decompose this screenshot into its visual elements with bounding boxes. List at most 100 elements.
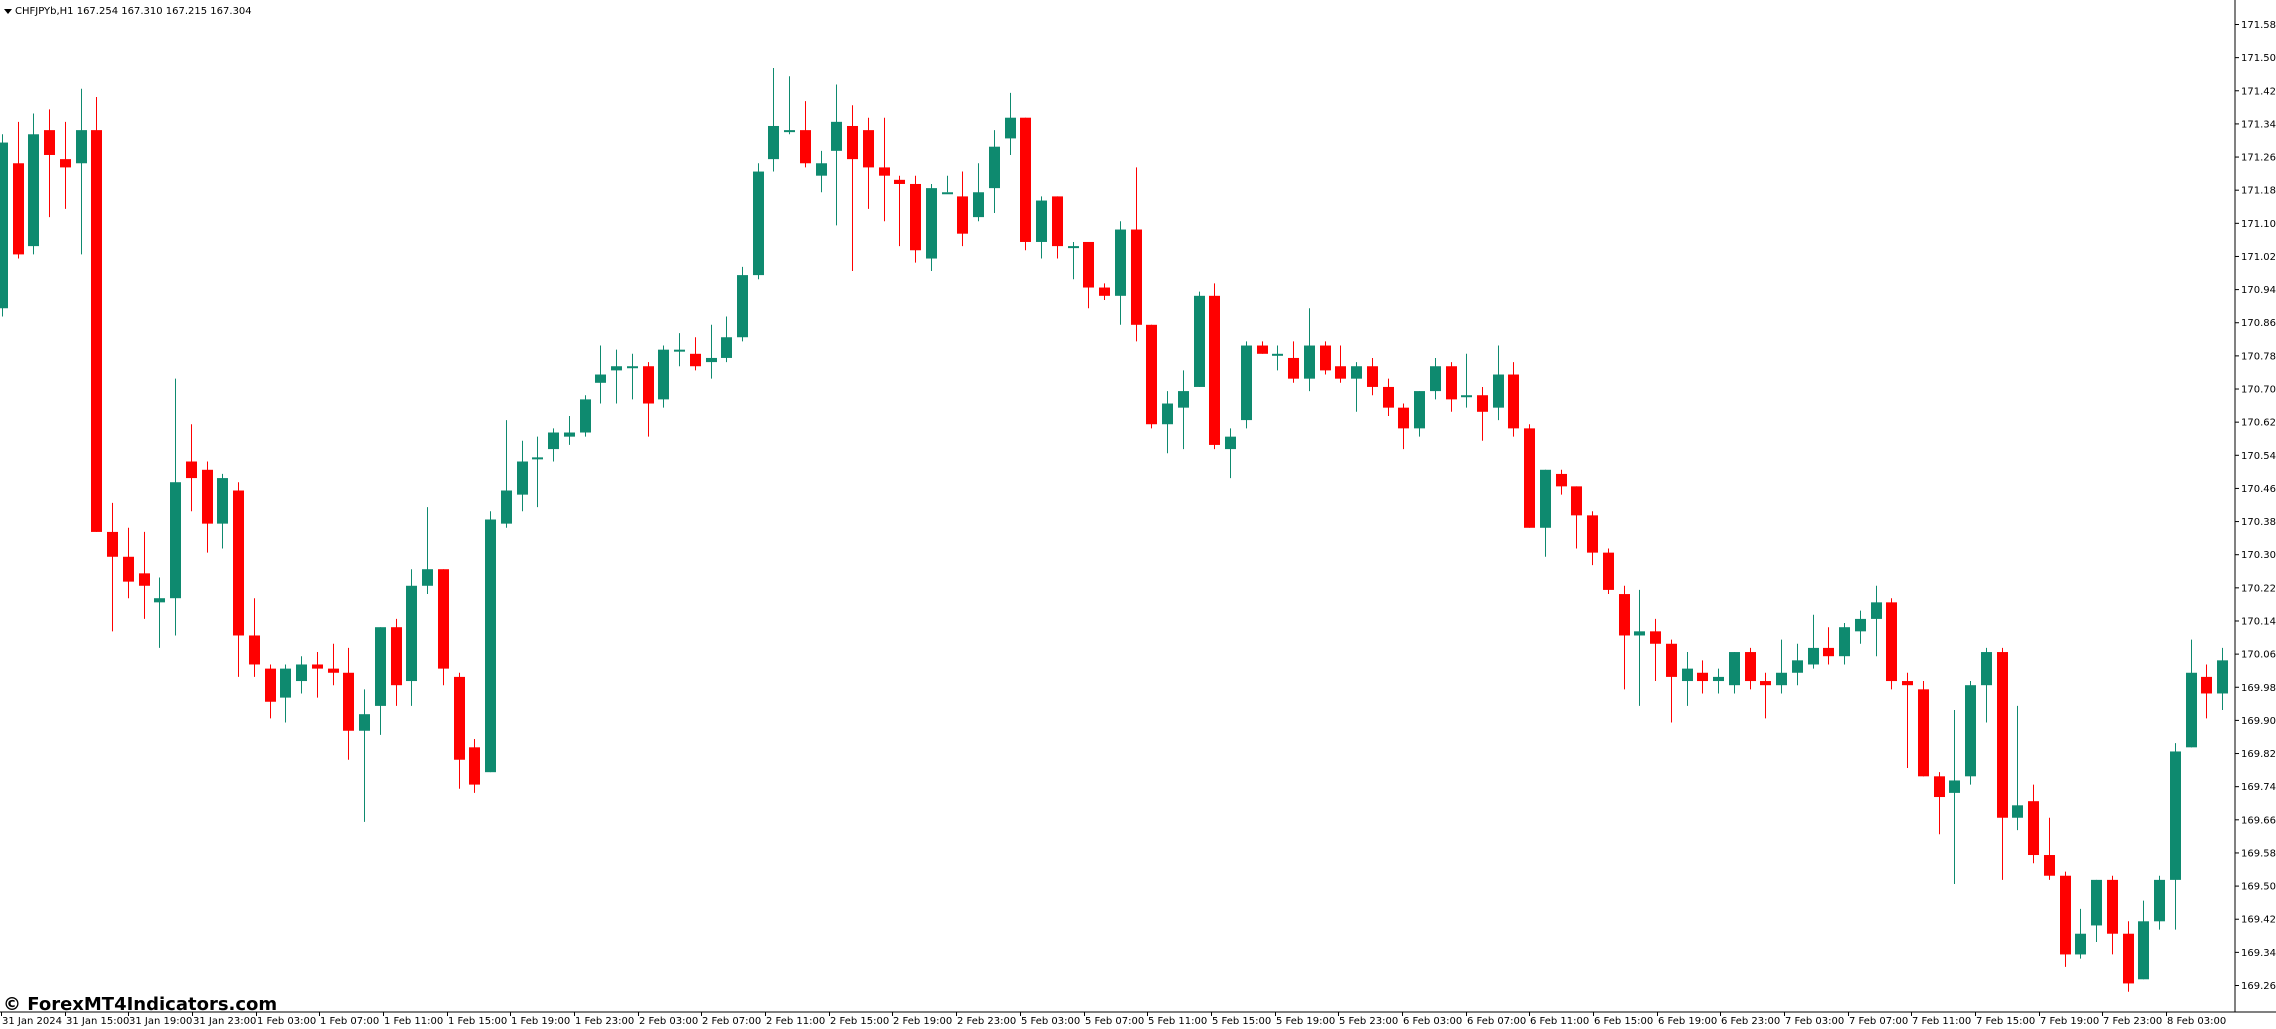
candle [1115,221,1126,325]
candle [2138,900,2149,980]
time-tick-label: 1 Feb 03:00 [257,1016,316,1027]
candle [1808,614,1819,669]
candle [611,349,622,404]
time-tick-label: 6 Feb 07:00 [1467,1016,1526,1027]
time-tick-label: 7 Feb 19:00 [2040,1016,2099,1027]
candle-body-bear [107,531,118,557]
candle [1571,486,1582,549]
time-tick-label: 2 Feb 07:00 [702,1016,761,1027]
price-tick-label: 169.745 [2241,782,2276,793]
candle-body-bull [1005,117,1016,139]
candle-body-bear [1697,672,1708,682]
candle [76,88,87,255]
price-tick-label: 169.425 [2241,915,2276,926]
candle [485,511,496,773]
candle [863,117,874,209]
time-tick-label: 7 Feb 11:00 [1912,1016,1971,1027]
price-tick-label: 170.145 [2241,616,2276,627]
time-tick-label: 5 Feb 15:00 [1212,1016,1271,1027]
candle-body-bull [0,142,8,309]
candle-body-bull [595,374,606,383]
candle [942,175,953,195]
candle [1855,610,1866,644]
candle-body-bear [265,668,276,702]
candle-body-bear [643,366,654,404]
time-tick-label: 5 Feb 11:00 [1148,1016,1207,1027]
candle-body-bear [1508,374,1519,429]
candle [2075,908,2086,959]
candle-body-bear [1524,428,1535,528]
candle [753,163,764,280]
candle [580,395,591,437]
candle-body-bull [1792,660,1803,673]
price-tick-label: 171.345 [2241,119,2276,130]
candle [721,316,732,363]
candle-body-bear [2123,933,2134,984]
candle [1335,345,1346,383]
candle [989,130,1000,213]
candle-body-bear [186,461,197,479]
candle [1997,647,2008,880]
candle-body-bear [910,183,921,251]
candle-body-bull [753,171,764,276]
candle-body-bear [233,490,244,636]
candle-body-doji [1272,353,1283,356]
candle [2154,875,2165,930]
time-tick-label: 5 Feb 19:00 [1276,1016,1335,1027]
candle-body-bull [548,432,559,450]
candle-body-doji [532,457,543,460]
candle-body-bull [170,482,181,599]
candle-body-bull [359,714,370,731]
candle-body-bull [280,668,291,698]
candle [2044,817,2055,880]
candle-body-bear [1020,117,1031,242]
dropdown-arrow-icon[interactable] [4,9,12,14]
candle [249,598,260,677]
candle [312,652,323,698]
candle [1383,378,1394,416]
candle-body-bear [1131,229,1142,325]
price-tick-label: 170.785 [2241,351,2276,362]
candle [2201,664,2212,719]
candle-body-bear [1257,345,1268,354]
candle [1949,710,1960,885]
candle-body-bull [768,125,779,160]
candle [926,183,937,271]
candle-body-bull [406,585,417,682]
time-axis: 31 Jan 2024 31 Jan 15:00 31 Jan 19:00 31 Ja… [1,1012,2226,1027]
candle-body-bear [391,627,402,686]
watermark: © ForexMT4Indicators.com [3,994,277,1015]
candle [816,150,827,193]
candle [1430,357,1441,400]
candle [296,656,307,694]
time-tick-label: 5 Feb 07:00 [1085,1016,1144,1027]
candle [1981,647,1992,723]
candle [1823,627,1834,665]
candle-body-bull [1808,647,1819,665]
candle-body-bull [1871,602,1882,619]
candle-body-bull [422,569,433,586]
candle-body-doji [784,130,795,133]
candle-body-bear [1886,602,1897,682]
candle [1839,623,1850,665]
candle [1508,362,1519,437]
candle-body-bull [1178,391,1189,408]
candle [2186,639,2197,748]
candle [784,76,795,135]
price-tick-label: 171.425 [2241,86,2276,97]
candle [1257,341,1268,354]
candle-body-bear [690,353,701,367]
candle [406,569,417,706]
candle-body-bear [1997,652,2008,818]
candle-body-bear [1745,652,1756,682]
candle-body-bull [1304,345,1315,379]
candle [1241,341,1252,429]
candle [1083,241,1094,309]
candle [2012,705,2023,831]
candle [548,428,559,462]
candle [627,353,638,400]
candle-body-bear [202,469,213,524]
time-tick-label: 31 Jan 19:00 [129,1016,192,1027]
